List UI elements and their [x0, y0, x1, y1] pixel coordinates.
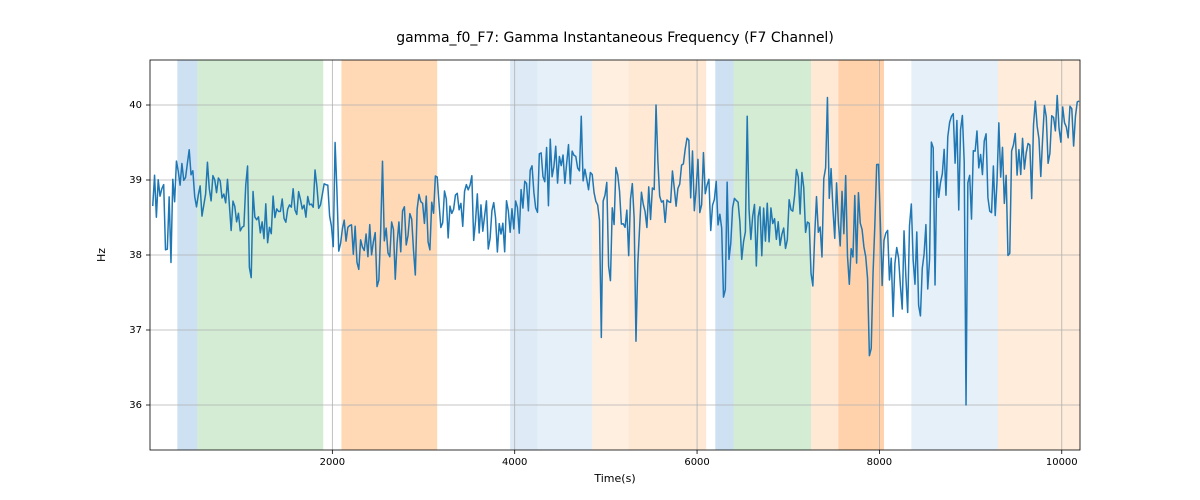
y-tick-label: 39 [129, 175, 142, 186]
chart-title: gamma_f0_F7: Gamma Instantaneous Frequen… [396, 30, 834, 46]
x-axis-label: Time(s) [593, 472, 635, 485]
x-tick-label: 4000 [502, 457, 527, 468]
x-tick-label: 8000 [867, 457, 892, 468]
x-tick-label: 10000 [1046, 457, 1078, 468]
y-tick-label: 40 [129, 100, 142, 111]
x-tick-label: 6000 [684, 457, 709, 468]
y-tick-label: 36 [129, 400, 142, 411]
chart-svg: 2000 4000 6000 8000 10000 36 37 38 39 40 Hz Time(s)… [0, 0, 1200, 500]
x-tick-label: 2000 [320, 457, 345, 468]
y-axis-label: Hz [95, 248, 108, 262]
y-tick-label: 37 [129, 325, 142, 336]
y-tick-label: 38 [129, 250, 142, 261]
chart-container: 2000 4000 6000 8000 10000 36 37 38 39 40 Hz Time(s)… [0, 0, 1200, 500]
